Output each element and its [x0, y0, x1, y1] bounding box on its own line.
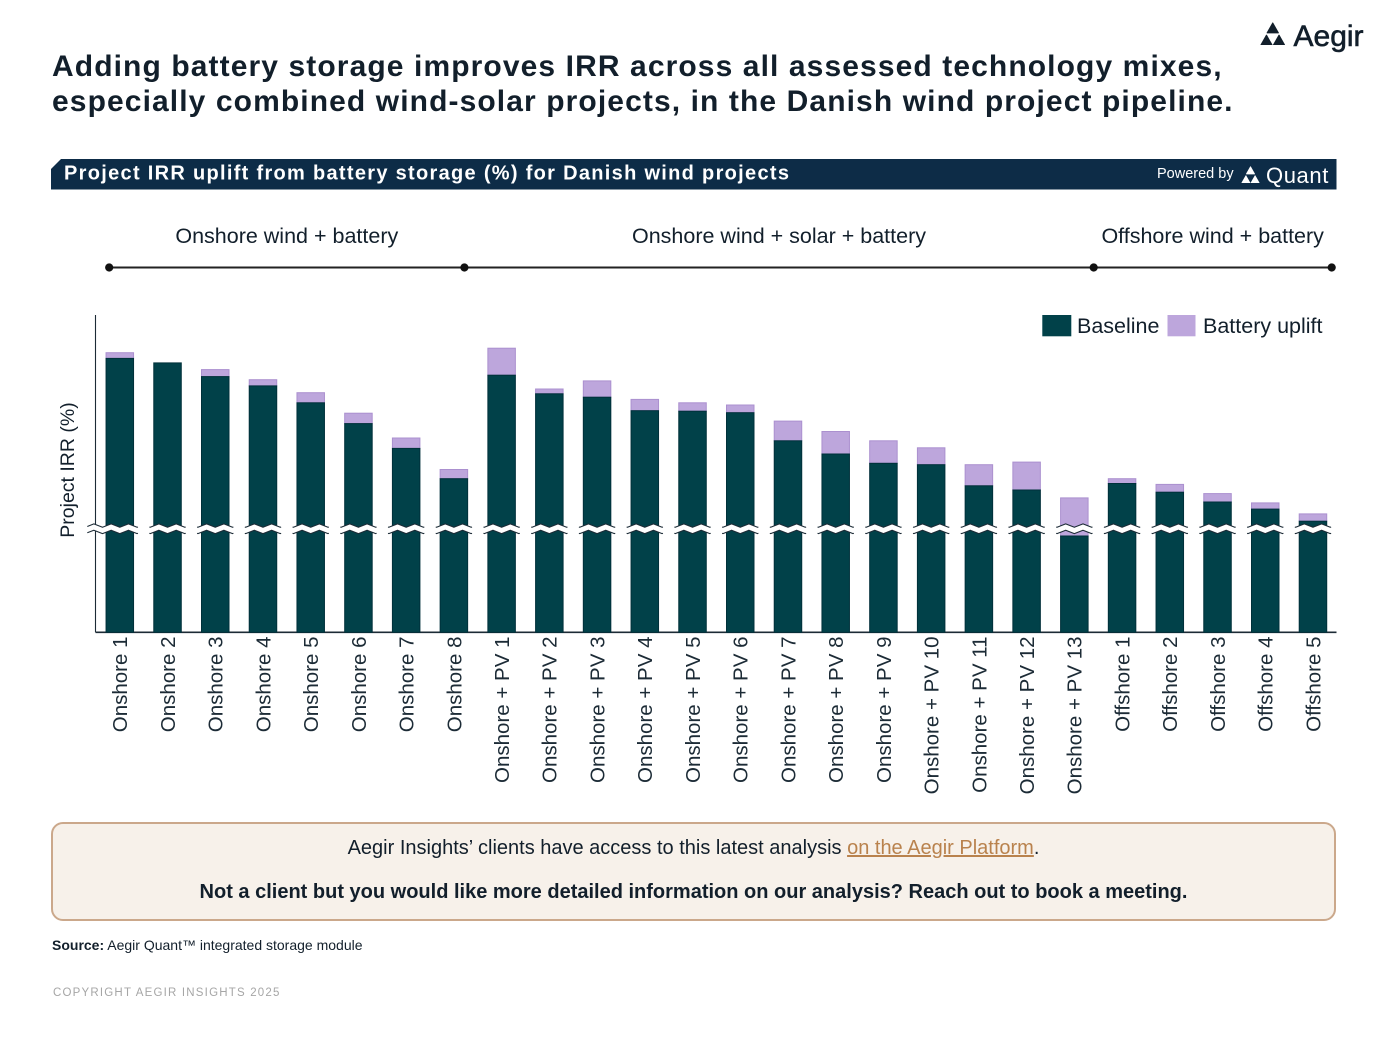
svg-text:Onshore 6: Onshore 6 [348, 637, 371, 733]
svg-text:Onshore + PV 5: Onshore + PV 5 [682, 637, 705, 783]
svg-text:Onshore + PV 9: Onshore + PV 9 [873, 637, 896, 783]
svg-text:Onshore + PV 2: Onshore + PV 2 [539, 637, 562, 783]
svg-text:Onshore 1: Onshore 1 [109, 637, 132, 733]
svg-text:Battery uplift: Battery uplift [1203, 314, 1323, 338]
svg-text:Onshore + PV 13: Onshore + PV 13 [1064, 637, 1087, 795]
svg-text:Onshore 5: Onshore 5 [300, 637, 323, 733]
svg-text:Onshore 8: Onshore 8 [443, 637, 466, 733]
svg-text:Onshore + PV 12: Onshore + PV 12 [1016, 637, 1039, 795]
svg-text:Offshore 3: Offshore 3 [1207, 637, 1230, 732]
svg-text:Onshore + PV 11: Onshore + PV 11 [968, 637, 991, 793]
svg-text:Onshore 3: Onshore 3 [205, 637, 228, 733]
svg-text:Offshore 2: Offshore 2 [1159, 637, 1182, 732]
svg-text:Offshore 1: Offshore 1 [1111, 637, 1134, 732]
svg-text:Baseline: Baseline [1077, 314, 1159, 338]
svg-text:Project IRR (%): Project IRR (%) [57, 402, 79, 537]
svg-text:Offshore 5: Offshore 5 [1302, 637, 1325, 732]
svg-text:Onshore + PV 10: Onshore + PV 10 [921, 637, 944, 795]
svg-text:Onshore wind + solar + battery: Onshore wind + solar + battery [632, 224, 926, 248]
svg-text:Onshore 7: Onshore 7 [396, 637, 419, 733]
svg-text:Onshore 4: Onshore 4 [252, 637, 275, 733]
svg-text:Onshore + PV 3: Onshore + PV 3 [586, 637, 609, 783]
svg-text:Onshore + PV 8: Onshore + PV 8 [825, 637, 848, 783]
svg-text:Offshore 4: Offshore 4 [1255, 637, 1278, 732]
svg-text:Offshore wind + battery: Offshore wind + battery [1101, 224, 1324, 248]
svg-text:Onshore + PV 1: Onshore + PV 1 [491, 637, 514, 783]
svg-text:Onshore + PV 6: Onshore + PV 6 [730, 637, 753, 783]
svg-text:Onshore 2: Onshore 2 [157, 637, 180, 733]
svg-text:Onshore wind + battery: Onshore wind + battery [175, 224, 398, 248]
svg-text:Onshore + PV 7: Onshore + PV 7 [777, 637, 800, 783]
svg-text:Onshore + PV 4: Onshore + PV 4 [634, 637, 657, 783]
